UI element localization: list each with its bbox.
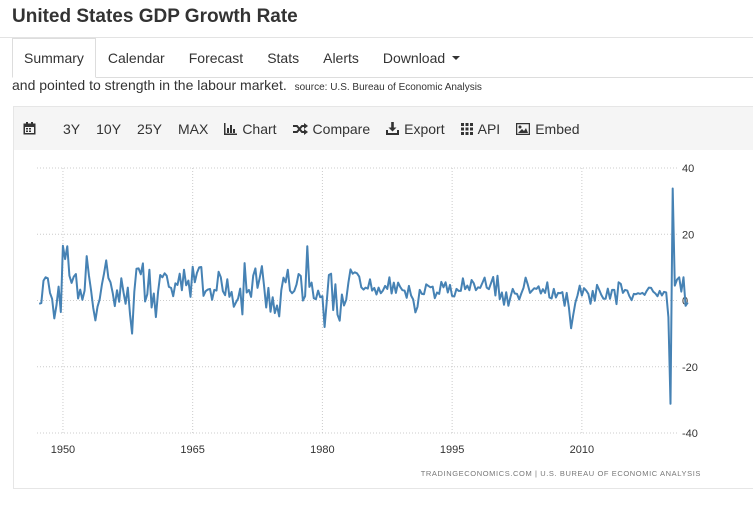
tab-summary[interactable]: Summary bbox=[12, 38, 96, 78]
range-25y-button[interactable]: 25Y bbox=[137, 120, 162, 137]
page-title: United States GDP Growth Rate bbox=[12, 6, 298, 27]
y-tick-label: -40 bbox=[682, 428, 698, 440]
tab-bar: Summary Calendar Forecast Stats Alerts D… bbox=[12, 38, 753, 78]
chart-credit: TRADINGECONOMICS.COM | U.S. BUREAU OF EC… bbox=[421, 469, 701, 478]
calendar-button[interactable] bbox=[14, 122, 55, 135]
bar-chart-icon bbox=[224, 122, 238, 135]
x-tick-label: 1950 bbox=[51, 444, 75, 456]
tab-download-label: Download bbox=[382, 49, 446, 66]
x-tick-label: 1980 bbox=[310, 444, 334, 456]
y-tick-label: 20 bbox=[682, 229, 694, 241]
tab-alerts-label: Alerts bbox=[323, 49, 359, 66]
description: and pointed to strength in the labour ma… bbox=[12, 77, 482, 93]
tab-download[interactable]: Download bbox=[371, 38, 472, 77]
calendar-icon bbox=[23, 122, 36, 135]
tab-forecast-label: Forecast bbox=[188, 49, 244, 66]
export-button[interactable]: Export bbox=[378, 121, 452, 137]
header-divider bbox=[0, 37, 753, 38]
y-tick-label: -20 bbox=[682, 362, 698, 374]
tab-calendar-label: Calendar bbox=[107, 49, 165, 66]
shuffle-icon bbox=[292, 122, 308, 135]
tab-stats-label: Stats bbox=[267, 49, 300, 66]
image-icon bbox=[516, 122, 531, 135]
grid-icon bbox=[460, 122, 473, 135]
chart-type-label: Chart bbox=[242, 120, 277, 137]
caret-down-icon bbox=[452, 55, 461, 60]
tab-stats[interactable]: Stats bbox=[255, 38, 311, 77]
x-axis: 1950 1965 1980 1995 2010 bbox=[51, 444, 594, 456]
download-icon bbox=[386, 122, 400, 135]
tab-alerts[interactable]: Alerts bbox=[311, 38, 371, 77]
embed-button[interactable]: Embed bbox=[508, 121, 587, 137]
chart-toolbar: 3Y 10Y 25Y MAX Chart Compare bbox=[14, 107, 753, 150]
compare-label: Compare bbox=[312, 120, 371, 137]
x-tick-label: 1995 bbox=[440, 444, 464, 456]
chart-panel: 3Y 10Y 25Y MAX Chart Compare bbox=[13, 106, 753, 489]
range-max-button[interactable]: MAX bbox=[177, 120, 209, 137]
compare-button[interactable]: Compare bbox=[285, 121, 379, 137]
x-tick-label: 1965 bbox=[180, 444, 204, 456]
x-tick-label: 2010 bbox=[570, 444, 594, 456]
source-note: source: U.S. Bureau of Economic Analysis bbox=[294, 82, 482, 93]
api-button[interactable]: API bbox=[453, 121, 509, 137]
tab-forecast[interactable]: Forecast bbox=[177, 38, 255, 77]
series-line bbox=[38, 187, 689, 405]
range-3y-button[interactable]: 3Y bbox=[63, 120, 81, 137]
chart-type-button[interactable]: Chart bbox=[216, 121, 284, 137]
embed-label: Embed bbox=[535, 120, 580, 137]
tab-summary-label: Summary bbox=[24, 50, 84, 66]
tab-calendar[interactable]: Calendar bbox=[96, 38, 177, 77]
y-tick-label: 40 bbox=[682, 163, 694, 175]
export-label: Export bbox=[404, 120, 445, 137]
api-label: API bbox=[477, 120, 501, 137]
range-10y-button[interactable]: 10Y bbox=[96, 120, 122, 137]
description-text: and pointed to strength in the labour ma… bbox=[12, 77, 287, 93]
